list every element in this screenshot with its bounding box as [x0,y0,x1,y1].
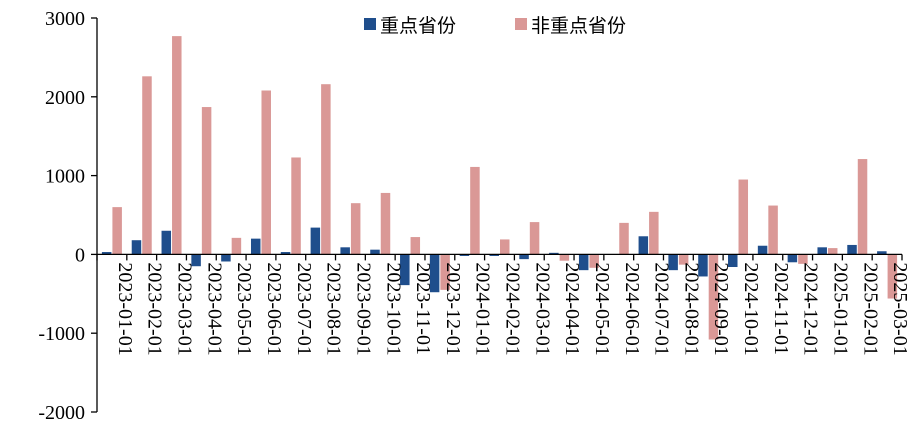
bar-series-0 [757,245,768,255]
x-tick-label: 2025-02-01 [859,262,881,355]
bar-series-0 [638,236,649,255]
bar-series-1 [529,222,540,255]
y-tick-label: 0 [75,244,85,266]
bar-series-0 [519,254,529,260]
x-tick-label: 2024-08-01 [680,262,702,355]
x-tick-label: 2024-09-01 [710,262,732,355]
x-tick-label: 2023-09-01 [352,262,374,355]
x-tick-label: 2023-10-01 [382,262,404,355]
bar-series-1 [440,254,450,290]
x-tick-label: 2024-03-01 [531,262,553,355]
bar-series-1 [798,254,808,264]
bar-series-1 [649,211,659,255]
bar-series-1 [231,237,242,255]
bar-series-0 [817,247,827,255]
bar-series-1 [827,248,838,255]
bar-series-1 [350,203,361,255]
x-tick-label: 2025-03-01 [889,262,911,355]
bar-series-1 [201,107,212,255]
legend-label: 非重点省份 [531,15,626,37]
bar-series-0 [250,238,261,255]
bar-series-1 [708,254,719,340]
x-tick-label: 2023-12-01 [442,262,464,355]
bar-series-0 [429,254,440,293]
bar-series-1 [380,192,391,255]
x-tick-label: 2025-01-01 [829,262,851,355]
bar-series-1 [589,254,599,268]
bar-series-0 [280,252,291,255]
bar-series-0 [489,254,499,256]
x-axis: 2023-01-01 2023-02-01 2023-03-01 2023-04-01… [96,253,911,356]
bar-series-0 [310,227,321,255]
bar-series-0 [131,240,142,255]
bar-series-1 [410,237,421,255]
x-tick-label: 2023-01-01 [114,262,136,355]
y-tick-label: 3000 [45,8,85,30]
bar-series-0 [101,252,112,255]
legend-swatch [515,18,527,30]
bar-series-1 [678,254,689,265]
bar-series-1 [857,159,868,255]
y-tick-label: 1000 [45,166,85,188]
x-tick-label: 2023-02-01 [144,262,166,355]
x-tick-label: 2023-04-01 [203,262,225,355]
x-tick-label: 2023-06-01 [263,262,285,355]
x-tick-label: 2024-07-01 [651,262,673,355]
bar-series-1 [470,166,480,255]
y-axis: 3000 2000 1000 0 -1000 -2000 [38,8,98,424]
bar-series-0 [370,249,380,255]
x-tick-label: 2023-07-01 [293,262,315,355]
legend: 重点省份 非重点省份 [364,15,626,37]
bar-series-1 [261,90,271,255]
x-tick-label: 2024-10-01 [740,262,762,355]
bar-series-0 [847,244,857,255]
bar-series-1 [500,239,510,255]
bar-series-0 [400,254,410,286]
bar-series-1 [321,84,331,255]
bar-series-0 [668,254,678,271]
x-tick-label: 2023-11-01 [412,262,434,355]
x-tick-label: 2023-08-01 [323,262,345,355]
bar-series-1 [172,36,182,255]
bar-series-0 [191,254,201,267]
x-tick-label: 2024-01-01 [472,262,494,355]
bar-series-0 [161,230,172,255]
bar-series-0 [877,251,887,255]
bar-series-1 [887,254,898,299]
bar-series-0 [340,247,350,255]
y-tick-label: -2000 [38,402,85,424]
bar-series-0 [787,254,798,263]
legend-label: 重点省份 [380,15,456,37]
x-tick-label: 2024-05-01 [591,262,613,355]
bar-series-1 [559,254,570,261]
bar-series-0 [221,254,231,262]
x-tick-label: 2023-05-01 [233,262,255,355]
bars [101,36,898,340]
bar-series-0 [549,252,559,255]
bar-series-1 [738,179,749,255]
bar-series-1 [619,222,629,255]
x-tick-label: 2024-06-01 [621,262,643,355]
bar-series-0 [728,254,738,268]
x-tick-label: 2024-12-01 [800,262,822,355]
x-tick-label: 2024-02-01 [502,262,524,355]
bar-series-1 [291,157,301,255]
bar-series-0 [459,254,470,256]
bar-series-1 [112,207,122,255]
y-tick-label: 2000 [45,87,85,109]
bar-series-0 [698,254,708,277]
legend-swatch [364,18,376,30]
bar-series-1 [142,76,152,255]
x-tick-label: 2024-04-01 [561,262,583,355]
x-tick-label: 2024-11-01 [770,262,792,355]
y-tick-label: -1000 [38,323,85,345]
bar-series-1 [768,205,778,255]
x-tick-label: 2023-03-01 [174,262,196,355]
bar-series-0 [578,254,589,271]
